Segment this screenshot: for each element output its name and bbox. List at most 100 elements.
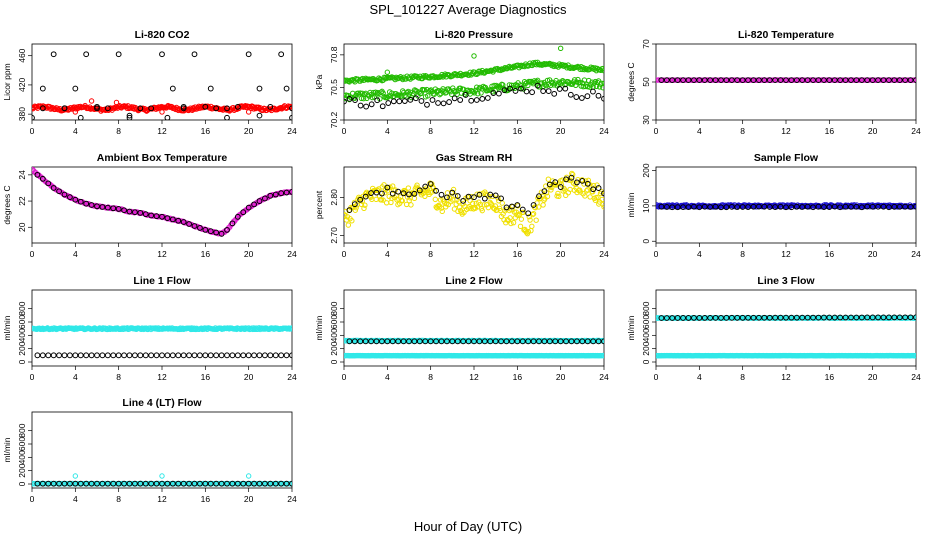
data-point <box>180 105 187 112</box>
x-tick-label: 16 <box>825 372 835 382</box>
data-point <box>783 314 789 321</box>
data-point <box>555 190 561 197</box>
data-point <box>99 352 106 359</box>
data-point <box>262 480 268 487</box>
data-point <box>142 211 149 218</box>
data-point <box>50 480 57 487</box>
data-point <box>438 338 445 345</box>
data-point <box>278 352 285 359</box>
data-point <box>400 338 407 345</box>
data-point <box>72 480 79 487</box>
y-tick-label: 800 <box>17 423 27 437</box>
x-tick-label: 12 <box>781 126 791 136</box>
data-point <box>256 112 263 119</box>
data-point <box>213 105 220 112</box>
data-point <box>542 82 548 88</box>
data-point <box>600 201 604 208</box>
data-point <box>61 352 68 359</box>
data-point <box>115 480 122 487</box>
data-point <box>674 204 681 211</box>
x-tick-label: 0 <box>654 372 659 382</box>
data-point <box>432 196 438 203</box>
data-point <box>799 77 806 83</box>
data-point <box>94 203 100 210</box>
data-point <box>405 185 412 191</box>
data-point <box>563 192 569 199</box>
y-tick-label: 400 <box>329 328 339 342</box>
data-point <box>756 77 762 83</box>
data-point <box>481 202 487 208</box>
data-point <box>283 189 290 196</box>
panel-title: Line 2 Flow <box>445 275 503 287</box>
data-point <box>574 179 580 186</box>
data-point <box>159 473 165 479</box>
data-point <box>777 77 784 83</box>
data-point <box>663 315 670 321</box>
data-point <box>454 338 461 345</box>
data-point <box>159 51 165 58</box>
data-point <box>197 352 203 359</box>
data-point <box>756 314 762 321</box>
data-point <box>519 84 526 91</box>
data-point <box>451 95 458 102</box>
data-point <box>461 209 467 216</box>
data-point <box>907 204 914 210</box>
y-tick-label: 800 <box>641 301 651 315</box>
data-point <box>245 352 252 359</box>
data-point <box>267 480 274 487</box>
data-point <box>267 103 274 110</box>
data-point <box>224 227 230 233</box>
data-point <box>142 480 149 487</box>
data-point <box>213 229 220 236</box>
data-point <box>283 85 290 92</box>
data-point <box>509 203 515 210</box>
data-point <box>680 77 686 83</box>
data-point <box>541 338 548 345</box>
data-point <box>72 196 79 203</box>
data-point <box>245 109 252 115</box>
data-point <box>234 213 241 220</box>
data-point <box>197 225 203 231</box>
data-point <box>691 203 697 210</box>
data-point <box>104 480 111 487</box>
data-point <box>745 77 751 83</box>
data-point <box>913 352 916 359</box>
data-point <box>568 338 575 345</box>
data-point <box>498 338 504 345</box>
data-point <box>191 223 198 229</box>
data-point <box>701 314 708 321</box>
x-tick-label: 12 <box>781 372 791 382</box>
data-point <box>718 204 724 211</box>
data-point <box>180 219 187 225</box>
y-axis-label: ml/min <box>2 315 12 340</box>
data-point <box>113 99 120 106</box>
data-point <box>573 82 579 89</box>
x-tick-label: 20 <box>868 126 878 136</box>
data-point <box>245 51 252 58</box>
data-point <box>392 187 398 193</box>
data-point <box>815 77 822 83</box>
data-point <box>72 109 79 115</box>
data-point <box>267 352 274 359</box>
data-point <box>207 352 214 359</box>
x-tick-label: 0 <box>342 126 347 136</box>
data-point <box>245 480 252 487</box>
data-point <box>411 190 418 197</box>
data-point <box>864 314 871 321</box>
data-point <box>349 218 355 224</box>
data-point <box>510 219 517 226</box>
y-tick-label: 600 <box>17 437 27 451</box>
y-tick-label: 200 <box>17 463 27 477</box>
x-tick-label: 4 <box>385 126 390 136</box>
data-point <box>663 204 670 210</box>
data-point <box>50 185 57 191</box>
data-point <box>374 97 381 104</box>
data-point <box>34 480 41 487</box>
data-point <box>104 105 111 112</box>
data-point <box>56 480 62 487</box>
data-point <box>39 480 46 487</box>
data-point <box>557 45 564 52</box>
data-point <box>503 338 510 345</box>
x-tick-label: 20 <box>556 372 566 382</box>
data-point <box>121 352 127 359</box>
